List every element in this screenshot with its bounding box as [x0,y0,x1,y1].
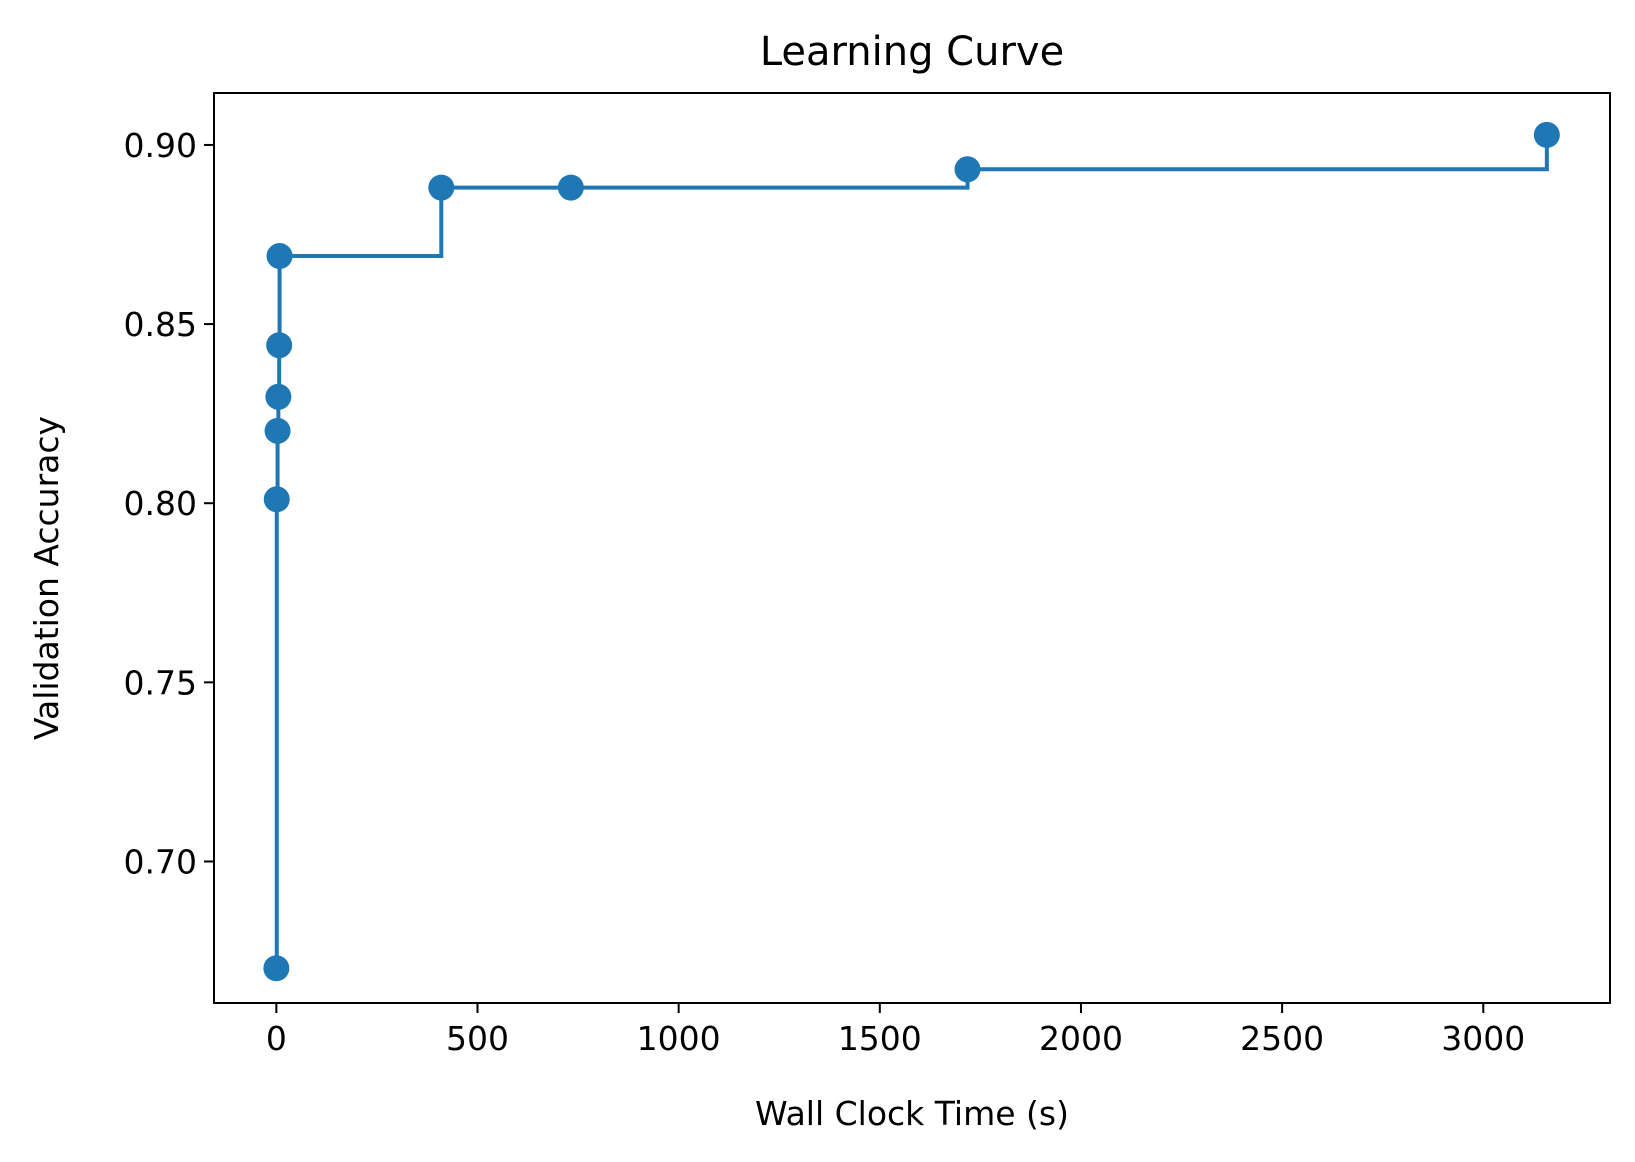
x-tick-label: 500 [446,1019,509,1058]
x-tick-label: 1000 [637,1019,721,1058]
x-axis-label: Wall Clock Time (s) [755,1094,1069,1133]
y-tick-label: 0.90 [124,126,197,165]
y-tick-label: 0.80 [124,484,197,523]
y-tick-label: 0.70 [124,842,197,881]
y-axis: 0.70 0.75 0.80 0.85 0.90 [124,126,214,881]
data-point [557,174,584,201]
data-point [266,243,293,270]
data-point [954,156,981,183]
data-point [266,332,293,359]
plot-frame [213,92,1611,1004]
data-point [263,955,290,982]
y-tick-label: 0.75 [124,663,197,702]
plot-area [263,121,1560,982]
data-point [1533,121,1560,148]
x-tick-label: 2500 [1240,1019,1324,1058]
data-point [264,417,291,444]
data-point [428,174,455,201]
x-tick-label: 3000 [1441,1019,1525,1058]
data-point [265,383,292,410]
data-point [263,486,290,513]
y-tick-label: 0.85 [124,305,197,344]
x-axis: 0 500 1000 1500 2000 2500 3000 [266,1003,1525,1058]
chart-title: Learning Curve [760,29,1064,75]
x-tick-label: 1500 [838,1019,922,1058]
x-tick-label: 0 [266,1019,287,1058]
y-axis-label: Validation Accuracy [27,416,66,740]
x-tick-label: 2000 [1039,1019,1123,1058]
